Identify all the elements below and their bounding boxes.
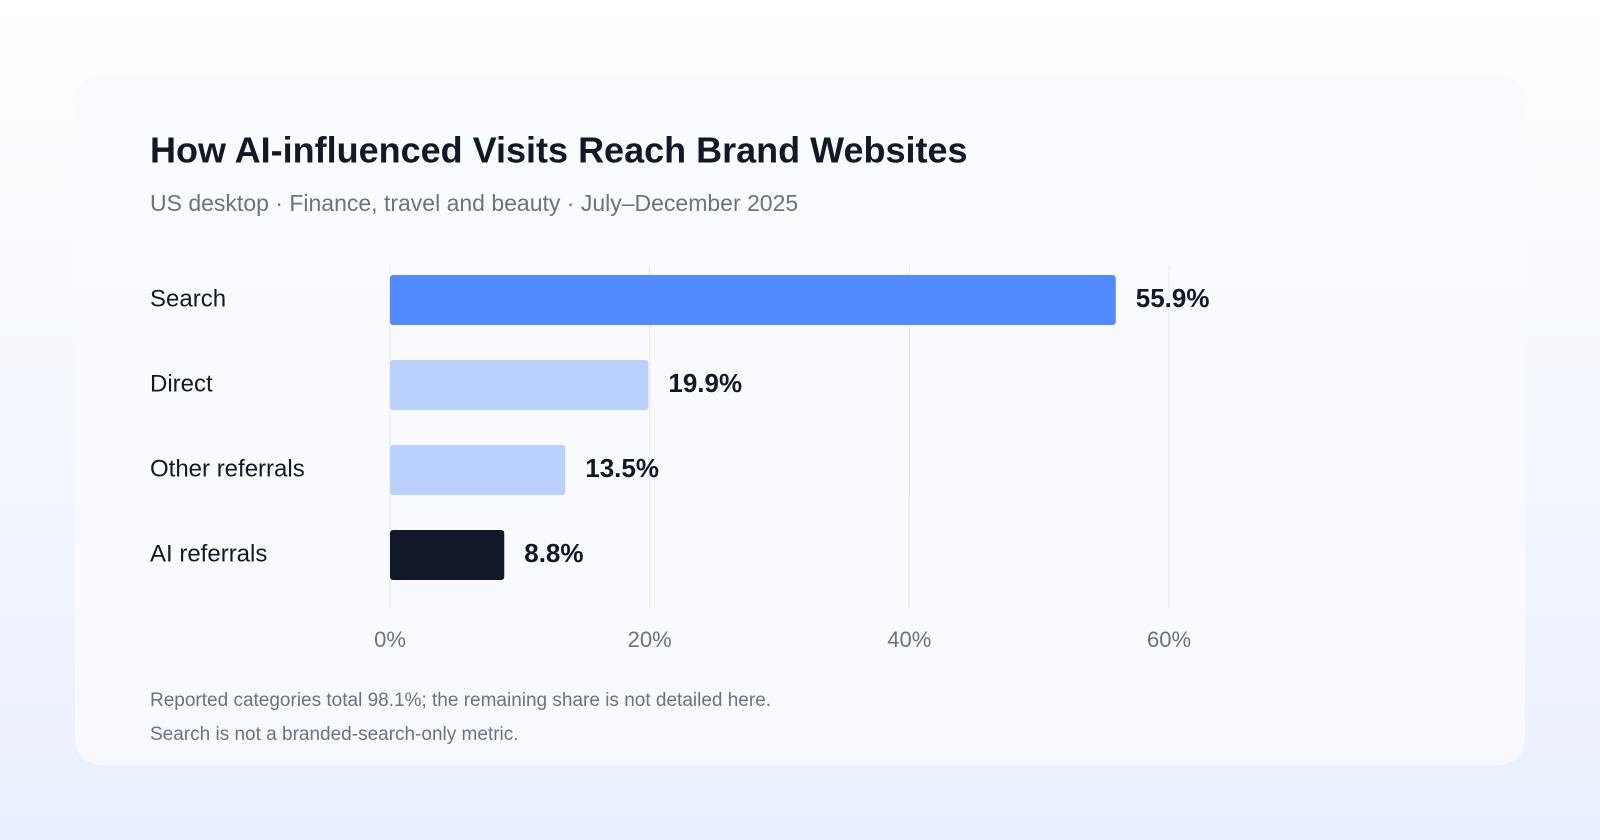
value-label: 13.5%: [585, 453, 659, 483]
bar: [390, 530, 505, 580]
y-tick-label: AI referrals: [150, 540, 267, 567]
value-label: 55.9%: [1136, 283, 1210, 313]
y-tick-label: Search: [150, 285, 226, 312]
x-tick-label: 60%: [1147, 627, 1191, 652]
footnote: Search is not a branded-search-only metr…: [150, 724, 519, 745]
value-label: 8.8%: [524, 538, 583, 568]
value-label: 19.9%: [668, 368, 742, 398]
y-tick-label: Direct: [150, 370, 213, 397]
x-tick-label: 40%: [887, 627, 931, 652]
footnote: Reported categories total 98.1%; the rem…: [150, 690, 771, 711]
bar: [390, 445, 566, 495]
bar: [390, 275, 1116, 325]
card: [75, 75, 1525, 765]
chart-title: How AI-influenced Visits Reach Brand Web…: [150, 130, 968, 171]
x-tick-label: 20%: [628, 627, 672, 652]
x-tick-label: 0%: [374, 627, 406, 652]
bar: [390, 360, 649, 410]
y-tick-label: Other referrals: [150, 455, 305, 482]
chart-subtitle: US desktop · Finance, travel and beauty …: [150, 190, 798, 216]
